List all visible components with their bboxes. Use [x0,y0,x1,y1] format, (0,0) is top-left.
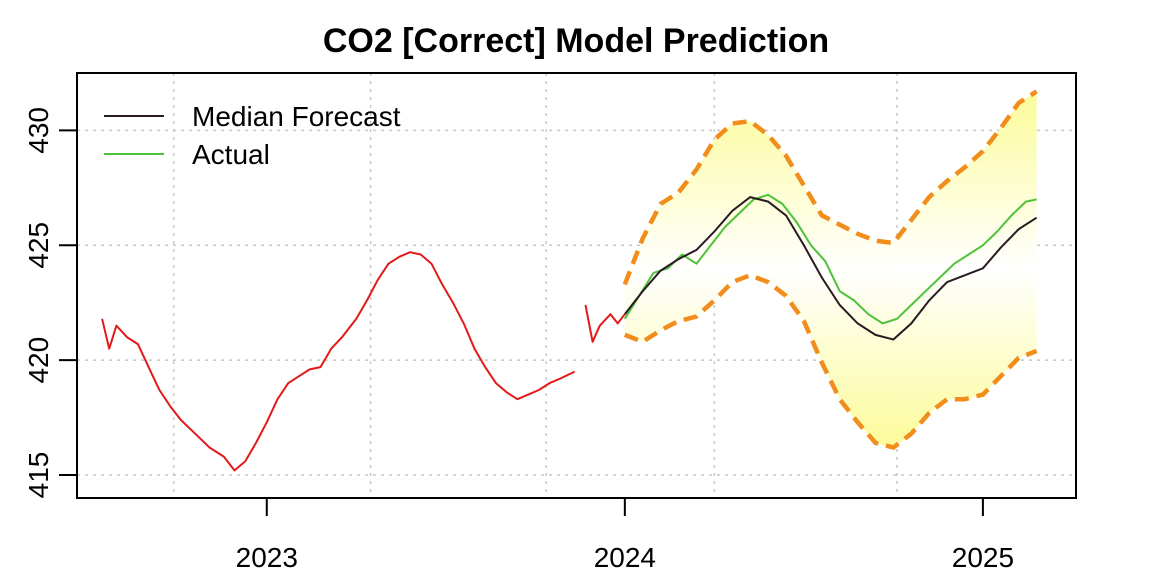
y-axis: 415 420 425 430 [23,107,77,498]
chart-title: CO2 [Correct] Model Prediction [323,22,829,60]
series-history [101,251,576,472]
x-axis: 2023 2024 2025 [236,498,1014,573]
x-tick-label: 2023 [236,542,298,573]
series-layer [101,89,1038,472]
series-median-forecast [624,196,1038,341]
x-tick-label: 2025 [952,542,1014,573]
series-actual [623,193,1037,325]
y-tick-label: 420 [23,337,54,384]
y-tick-label: 430 [23,107,54,154]
forecast-band-layer [624,91,1037,448]
legend: Median Forecast Actual [104,101,401,170]
y-tick-label: 425 [23,222,54,269]
legend-label-median: Median Forecast [192,101,401,132]
y-tick-label: 415 [23,452,54,499]
series-lower-bound [623,272,1038,450]
forecast-band [624,91,1037,448]
legend-label-actual: Actual [192,139,270,170]
series-upper-bound [622,89,1038,286]
series-history [584,304,626,343]
x-tick-label: 2024 [594,542,656,573]
plot-frame [76,72,1077,499]
